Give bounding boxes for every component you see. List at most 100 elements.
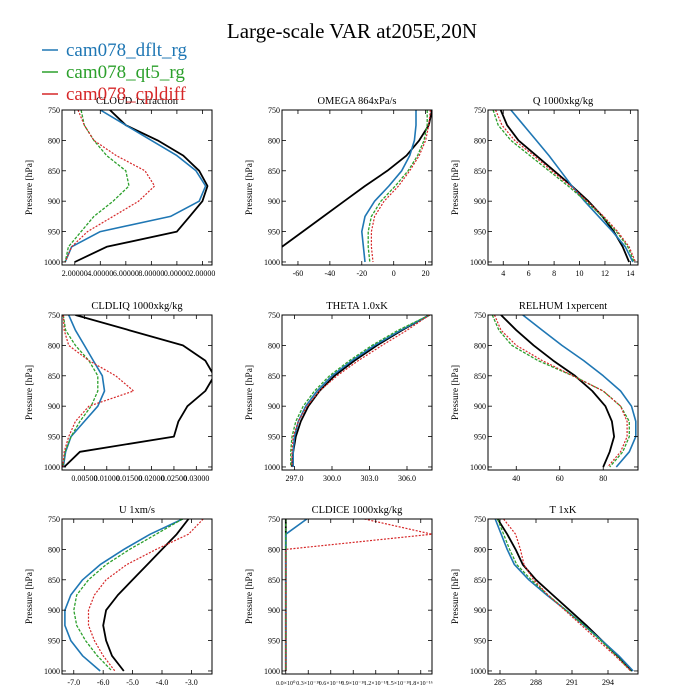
y-tick-label: 1000 <box>470 463 486 472</box>
x-tick-label: 6.00000 <box>113 269 139 278</box>
series-group <box>62 315 212 468</box>
y-tick-label: 1000 <box>44 667 60 676</box>
y-tick-label: 850 <box>268 167 280 176</box>
y-tick-label: 750 <box>268 106 280 115</box>
series-line-cam078_dflt_rg <box>64 519 183 672</box>
series-line-cam078_dflt_rg <box>361 110 417 263</box>
x-tick-label: 303.0 <box>361 474 379 483</box>
y-tick-label: 800 <box>268 545 280 554</box>
x-tick-label: 14 <box>626 269 634 278</box>
y-tick-label: 950 <box>48 228 60 237</box>
series-line-reference <box>74 110 209 263</box>
legend: cam078_dflt_rgcam078_qt5_rgcam078_cpldif… <box>42 40 188 105</box>
series-line-cam078_qt5_rg <box>491 315 630 468</box>
y-axis-label: Pressure [hPa] <box>25 365 35 420</box>
series-line-cam078_qt5_rg <box>496 519 632 672</box>
legend-item-cam078_dflt_rg: cam078_dflt_rg <box>42 40 188 61</box>
panel-8: CLDICE 1000xkg/kg Pressure [hPa] 750 800 850… <box>245 505 433 687</box>
series-line-cam078_dflt_rg <box>64 110 207 263</box>
panel-2: OMEGA 864xPa/s Pressure [hPa] 750 800 850 900… <box>245 96 433 278</box>
series-group <box>494 519 634 672</box>
y-tick-label: 950 <box>474 637 486 646</box>
x-tick-label: 1.2×10⁻¹⁶ <box>364 681 388 687</box>
y-tick-label: 750 <box>268 515 280 524</box>
series-line-reference <box>282 110 432 249</box>
panel-title: OMEGA 864xPa/s <box>317 96 396 107</box>
panel-5: THETA 1.0xK Pressure [hPa] 750 800 850 900 950… <box>245 301 433 483</box>
panel-3: Q 1000xkg/kg Pressure [hPa] 750 800 850 900 95… <box>451 96 639 278</box>
y-axis-label: Pressure [hPa] <box>451 569 461 624</box>
y-tick-label: 850 <box>474 372 486 381</box>
x-tick-label: 0.01500 <box>116 474 142 483</box>
series-line-reference <box>63 315 212 468</box>
x-tick-label: -40 <box>325 269 336 278</box>
x-tick-label: 300.0 <box>323 474 341 483</box>
x-tick-label: 291 <box>566 678 578 687</box>
y-tick-label: 750 <box>474 515 486 524</box>
series-line-cam078_cpldiff <box>291 315 430 467</box>
panel-1: CLOUD 1xfraction Pressure [hPa] 750 800 850 9… <box>25 96 215 278</box>
x-tick-label: 20 <box>422 269 430 278</box>
y-tick-label: 1000 <box>470 258 486 267</box>
series-line-cam078_cpldiff <box>64 110 156 263</box>
y-axis-label: Pressure [hPa] <box>245 365 255 420</box>
y-tick-label: 800 <box>48 545 60 554</box>
x-tick-label: 0.6×10⁻¹⁶ <box>319 681 343 687</box>
y-tick-label: 750 <box>474 106 486 115</box>
x-tick-label: 306.0 <box>398 474 416 483</box>
y-tick-label: 800 <box>48 341 60 350</box>
plot-frame <box>487 109 639 266</box>
series-line-cam078_dflt_rg <box>285 519 308 671</box>
x-tick-label: 297.0 <box>286 474 304 483</box>
y-tick-label: 750 <box>48 106 60 115</box>
x-tick-label: 4.00000 <box>87 269 113 278</box>
series-group <box>64 110 209 263</box>
x-tick-label: -4.0 <box>156 678 169 687</box>
series-line-cam078_cpldiff <box>370 110 431 263</box>
series-line-reference <box>291 315 430 468</box>
plot-frame <box>61 109 213 266</box>
x-tick-label: 285 <box>494 678 506 687</box>
x-tick-label: 0.00500 <box>71 474 97 483</box>
y-tick-label: 900 <box>474 606 486 615</box>
legend-label: cam078_dflt_rg <box>66 40 188 61</box>
y-tick-label: 1000 <box>264 258 280 267</box>
x-tick-label: 80 <box>599 474 607 483</box>
y-tick-label: 950 <box>268 637 280 646</box>
series-line-cam078_cpldiff <box>493 315 628 468</box>
y-tick-label: 900 <box>48 197 60 206</box>
series-line-reference <box>496 519 633 672</box>
y-axis-label: Pressure [hPa] <box>245 160 255 215</box>
series-group <box>491 315 637 468</box>
y-tick-label: 1000 <box>264 667 280 676</box>
series-line-cam078_cpldiff <box>62 315 135 468</box>
panel-title: CLOUD 1xfraction <box>96 96 179 107</box>
series-line-cam078_qt5_rg <box>367 110 428 263</box>
y-tick-label: 800 <box>268 341 280 350</box>
series-line-cam078_dflt_rg <box>292 315 430 467</box>
y-tick-label: 950 <box>474 433 486 442</box>
x-tick-label: 1.8×10⁻¹⁶ <box>409 681 433 687</box>
series-group <box>492 110 637 263</box>
series-line-cam078_cpldiff <box>503 519 632 672</box>
x-tick-label: 0.00000 <box>164 269 190 278</box>
series-line-cam078_qt5_rg <box>290 315 430 467</box>
x-tick-label: 8 <box>552 269 556 278</box>
y-axis-label: Pressure [hPa] <box>25 569 35 624</box>
x-tick-label: 8.00000 <box>138 269 164 278</box>
y-tick-label: 800 <box>268 136 280 145</box>
x-tick-label: 0.02500 <box>161 474 187 483</box>
panel-4: CLDLIQ 1000xkg/kg Pressure [hPa] 750 800 850… <box>25 301 213 483</box>
y-tick-label: 900 <box>268 402 280 411</box>
x-tick-label: 1.5×10⁻¹⁶ <box>386 681 410 687</box>
y-tick-label: 1000 <box>44 258 60 267</box>
y-tick-label: 800 <box>474 136 486 145</box>
series-line-cam078_dflt_rg <box>510 110 634 263</box>
x-tick-label: 0.0×10⁰ <box>276 680 296 687</box>
series-line-cam078_cpldiff <box>87 519 204 672</box>
panel-title: T 1xK <box>550 505 577 516</box>
y-axis-label: Pressure [hPa] <box>451 365 461 420</box>
plot-frame <box>281 314 433 471</box>
x-tick-label: 0 <box>392 269 396 278</box>
